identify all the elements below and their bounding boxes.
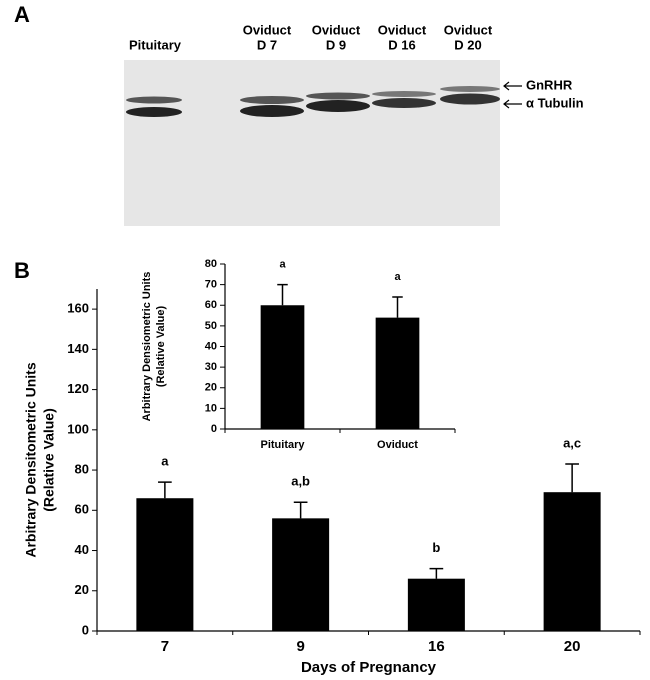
y-tick-label: 40 — [205, 340, 217, 352]
lane-label: D 20 — [454, 37, 481, 52]
blot-bands — [126, 86, 500, 117]
lane-label: D 7 — [257, 37, 277, 52]
significance-label: a — [279, 259, 286, 271]
significance-label: a — [161, 454, 169, 469]
error-bar — [277, 283, 288, 306]
significance-label: a,c — [563, 435, 581, 450]
blot-membrane — [124, 60, 500, 226]
y-tick-label: 140 — [67, 341, 89, 356]
band-label: α Tubulin — [526, 95, 584, 110]
bar — [136, 498, 194, 631]
x-tick-label: Oviduct — [377, 439, 418, 451]
bar — [260, 305, 305, 429]
significance-label: a,b — [291, 474, 310, 489]
y-tick-label: 80 — [205, 258, 217, 270]
y-axis-label: Arbitrary Densiometric Units — [141, 272, 153, 422]
lane-label: Oviduct — [378, 22, 427, 37]
lane-label: Pituitary — [129, 37, 182, 52]
x-tick-label: 20 — [564, 638, 581, 655]
bar — [272, 518, 330, 631]
error-bar — [429, 567, 444, 579]
y-tick-label: 60 — [75, 502, 89, 517]
band-arrows — [503, 81, 522, 109]
chart: 0 10 20 30 40 50 60 70 80 Arbitrary Densiometric … — [141, 258, 456, 451]
y-tick-label: 80 — [75, 461, 89, 476]
y-tick-label: 20 — [205, 382, 217, 394]
panel-label: A — [14, 2, 30, 27]
y-tick-label: 10 — [205, 402, 217, 414]
significance-label: b — [432, 540, 440, 555]
bar — [375, 317, 420, 429]
x-axis-label: Days of Pregnancy — [301, 659, 437, 676]
band-label: GnRHR — [526, 77, 573, 92]
y-tick-label: 50 — [205, 320, 217, 332]
error-bar — [392, 296, 403, 318]
y-axis-label: (Relative Value) — [155, 306, 167, 388]
x-tick-label: Pituitary — [260, 439, 305, 451]
x-tick-label: 9 — [296, 638, 304, 655]
y-tick-label: 20 — [75, 582, 89, 597]
y-tick-label: 0 — [211, 423, 217, 435]
x-tick-label: 7 — [161, 638, 169, 655]
error-bar — [158, 481, 172, 499]
y-tick-label: 30 — [205, 361, 217, 373]
y-tick-label: 160 — [67, 301, 89, 316]
bar — [407, 578, 465, 631]
error-bar — [293, 501, 308, 519]
significance-label: a — [394, 271, 401, 283]
y-tick-label: 100 — [67, 421, 89, 436]
y-tick-label: 0 — [82, 622, 89, 637]
y-tick-label: 60 — [205, 299, 217, 311]
lane-label: Oviduct — [444, 22, 493, 37]
lane-label: Oviduct — [312, 22, 361, 37]
y-axis-label: Arbitrary Densitometric Units — [23, 362, 39, 557]
error-bar — [565, 463, 579, 493]
lane-label: D 16 — [388, 37, 415, 52]
y-tick-label: 70 — [205, 279, 217, 291]
panel-label: B — [14, 258, 30, 283]
y-tick-label: 40 — [75, 542, 89, 557]
y-tick-label: 120 — [67, 381, 89, 396]
bar — [543, 492, 601, 631]
x-tick-label: 16 — [428, 638, 445, 655]
lane-label: D 9 — [326, 37, 346, 52]
y-axis-label: (Relative Value) — [41, 408, 57, 512]
lane-label: Oviduct — [243, 22, 292, 37]
